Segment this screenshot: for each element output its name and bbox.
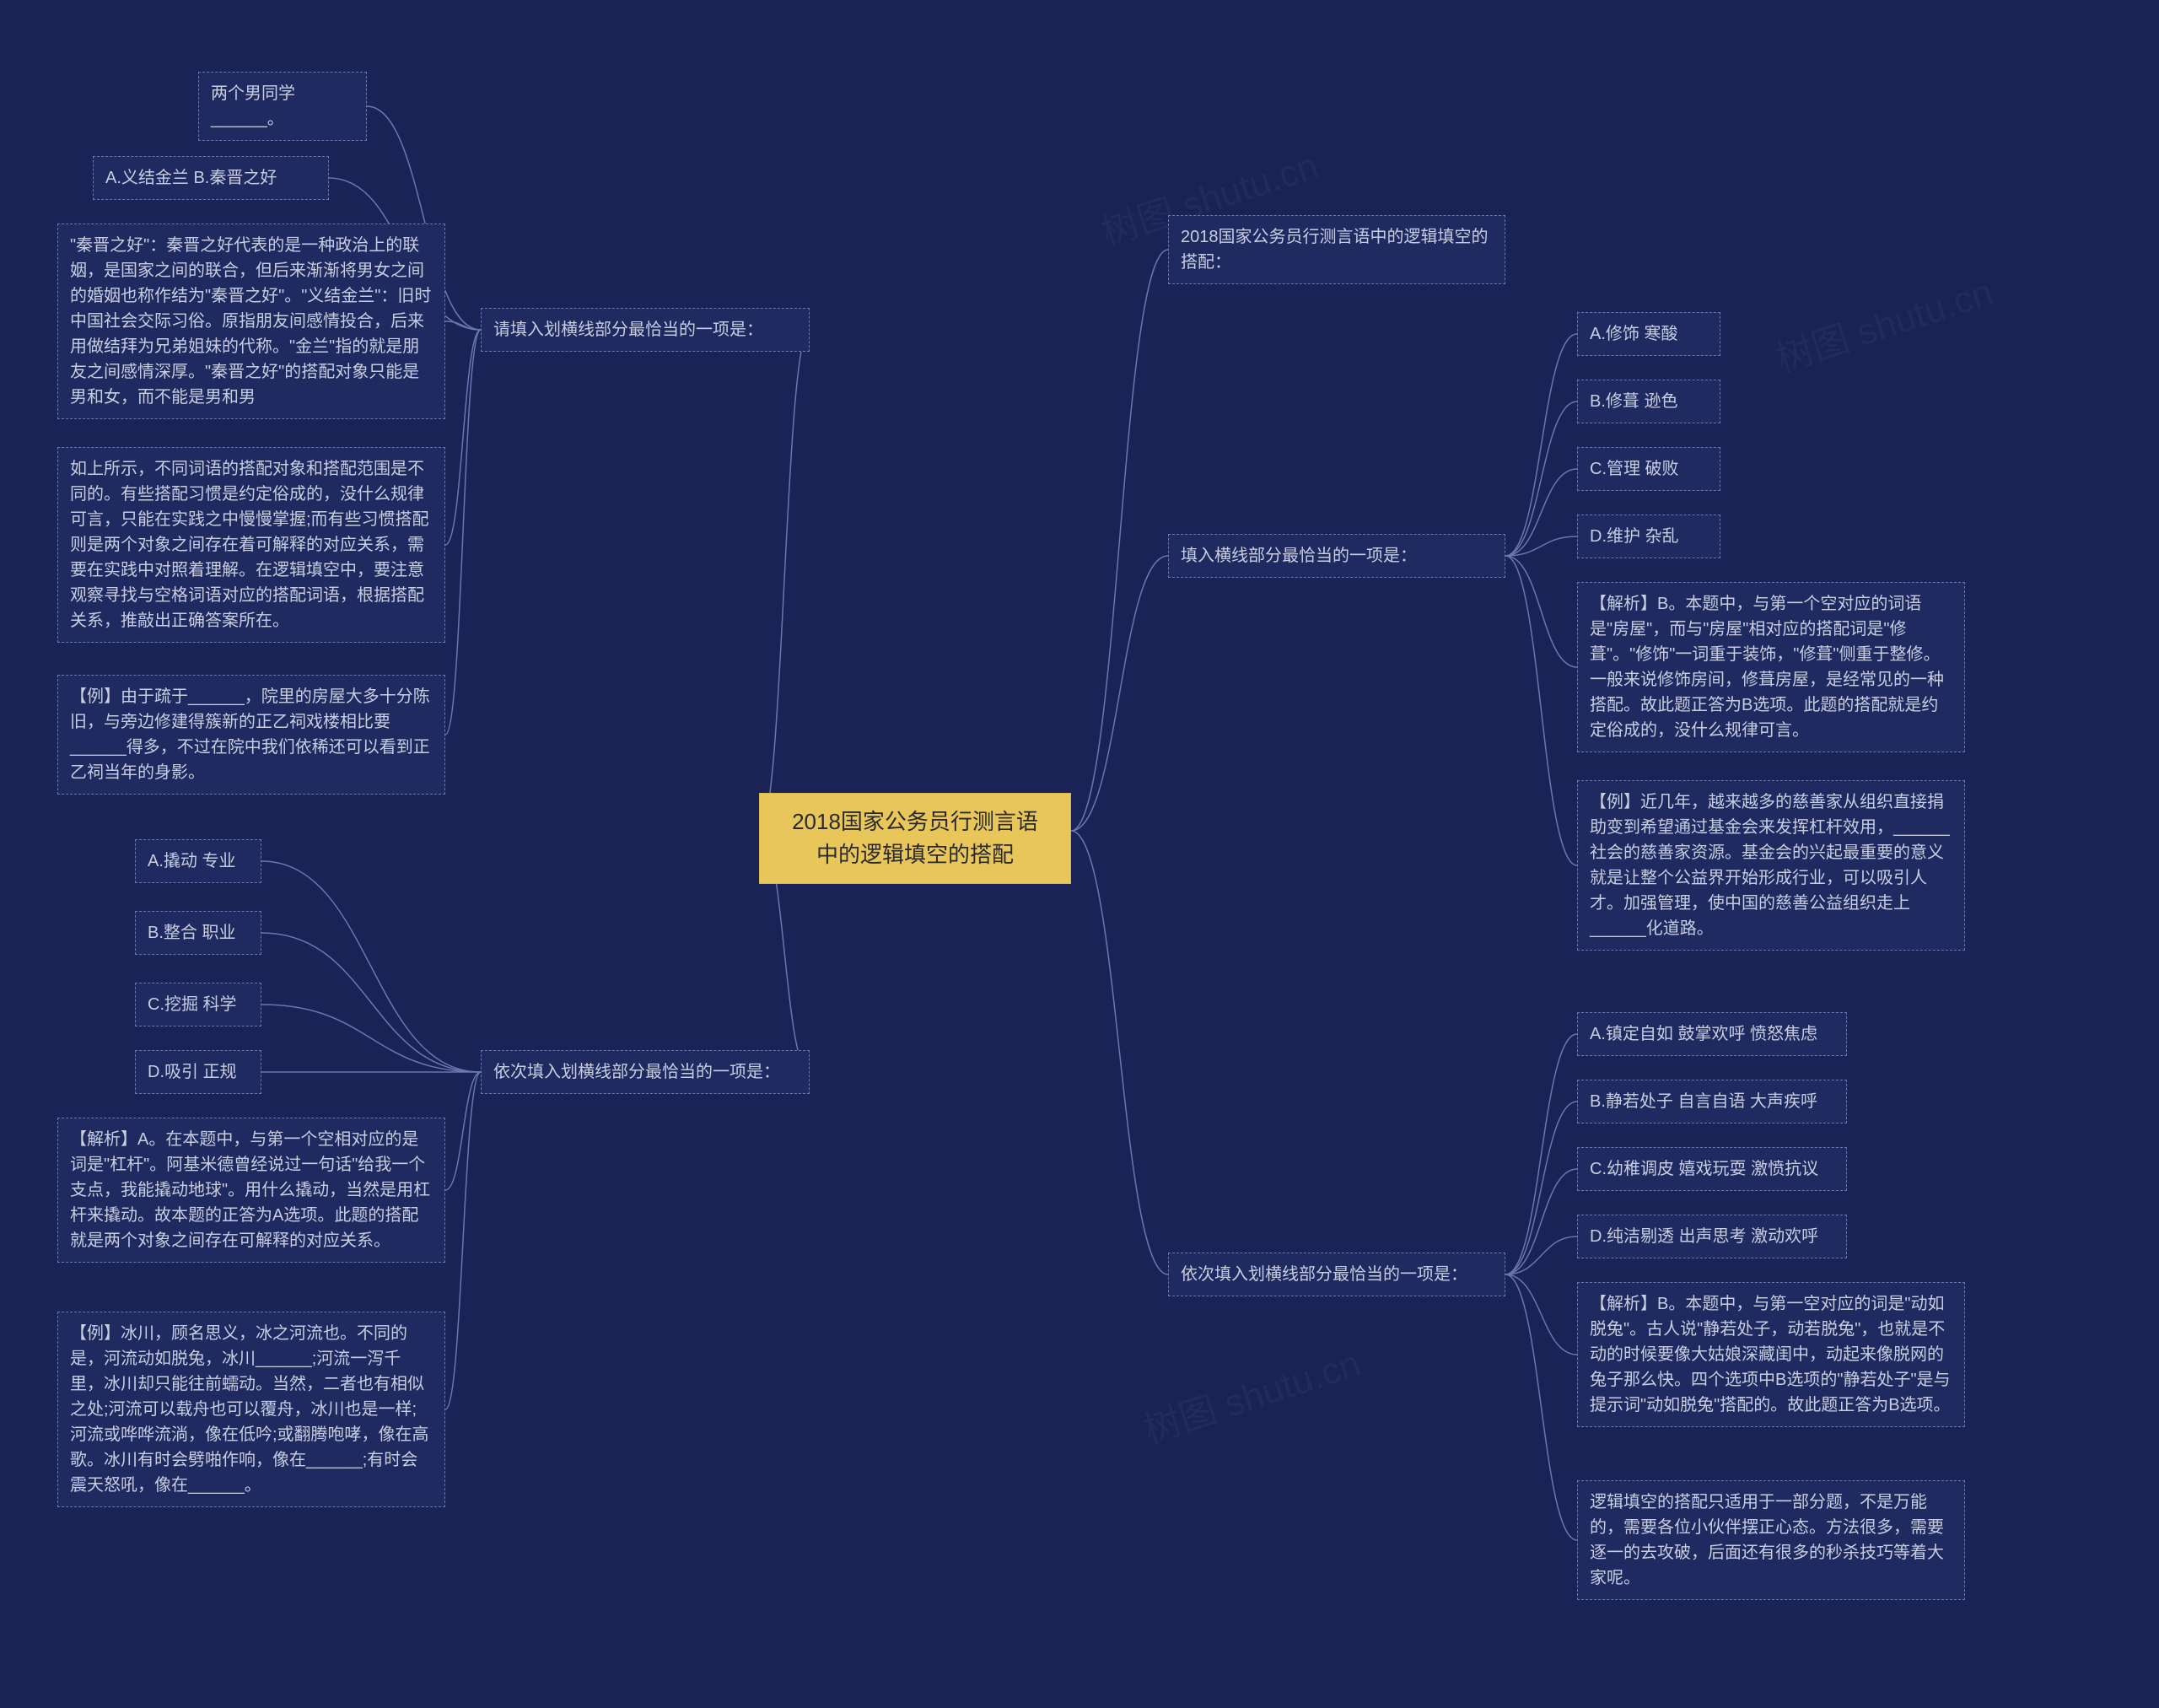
leaf-right-2-4: 【解析】B。本题中，与第一空对应的词是"动如脱兔"。古人说"静若处子，动若脱兔"… xyxy=(1577,1282,1965,1427)
leaf-left-1-5: 【例】冰川，顾名思义，冰之河流也。不同的是，河流动如脱兔，冰川______;河流… xyxy=(57,1312,445,1507)
center-text: 2018国家公务员行测言语中的逻辑填空的搭配 xyxy=(792,809,1038,867)
watermark: 树图 shutu.cn xyxy=(1769,261,1999,382)
leaf-right-1-1: B.修葺 逊色 xyxy=(1577,380,1720,423)
leaf-right-1-5: 【例】近几年，越来越多的慈善家从组织直接捐助变到希望通过基金会来发挥杠杆效用，_… xyxy=(1577,780,1965,951)
leaf-right-2-5: 逻辑填空的搭配只适用于一部分题，不是万能的，需要各位小伙伴摆正心态。方法很多，需… xyxy=(1577,1480,1965,1600)
branch-left-1: 依次填入划横线部分最恰当的一项是： xyxy=(481,1050,810,1094)
mindmap-canvas: 树图 shutu.cn 树图 shutu.cn 树图 shutu.cn 树图 s… xyxy=(0,0,2159,1708)
branch-right-0: 2018国家公务员行测言语中的逻辑填空的搭配： xyxy=(1168,215,1505,284)
leaf-right-1-0: A.修饰 寒酸 xyxy=(1577,312,1720,356)
leaf-left-1-2: C.挖掘 科学 xyxy=(135,983,261,1026)
leaf-left-0-4: 【例】由于疏于______，院里的房屋大多十分陈旧，与旁边修建得簇新的正乙祠戏楼… xyxy=(57,675,445,795)
leaf-left-1-0: A.撬动 专业 xyxy=(135,839,261,883)
watermark: 树图 shutu.cn xyxy=(1136,1333,1366,1453)
leaf-right-1-4: 【解析】B。本题中，与第一个空对应的词语是"房屋"，而与"房屋"相对应的搭配词是… xyxy=(1577,582,1965,752)
leaf-right-1-3: D.维护 杂乱 xyxy=(1577,515,1720,558)
branch-left-0: 请填入划横线部分最恰当的一项是： xyxy=(481,308,810,352)
leaf-right-2-3: D.纯洁剔透 出声思考 激动欢呼 xyxy=(1577,1215,1847,1258)
branch-right-2: 依次填入划横线部分最恰当的一项是： xyxy=(1168,1253,1505,1296)
leaf-left-0-3: 如上所示，不同词语的搭配对象和搭配范围是不同的。有些搭配习惯是约定俗成的，没什么… xyxy=(57,447,445,643)
leaf-left-0-2: "秦晋之好"：秦晋之好代表的是一种政治上的联姻，是国家之间的联合，但后来渐渐将男… xyxy=(57,224,445,419)
leaf-right-2-0: A.镇定自如 鼓掌欢呼 愤怒焦虑 xyxy=(1577,1012,1847,1056)
leaf-left-1-1: B.整合 职业 xyxy=(135,911,261,955)
branch-right-1: 填入横线部分最恰当的一项是： xyxy=(1168,534,1505,578)
leaf-left-1-4: 【解析】A。在本题中，与第一个空相对应的是词是"杠杆"。阿基米德曾经说过一句话"… xyxy=(57,1118,445,1263)
center-node: 2018国家公务员行测言语中的逻辑填空的搭配 xyxy=(759,793,1071,884)
leaf-left-1-3: D.吸引 正规 xyxy=(135,1050,261,1094)
leaf-left-0-0: 两个男同学______。 xyxy=(198,72,367,141)
leaf-right-2-2: C.幼稚调皮 嬉戏玩耍 激愤抗议 xyxy=(1577,1147,1847,1191)
leaf-right-1-2: C.管理 破败 xyxy=(1577,447,1720,491)
leaf-right-2-1: B.静若处子 自言自语 大声疾呼 xyxy=(1577,1080,1847,1123)
leaf-left-0-1: A.义结金兰 B.秦晋之好 xyxy=(93,156,329,200)
